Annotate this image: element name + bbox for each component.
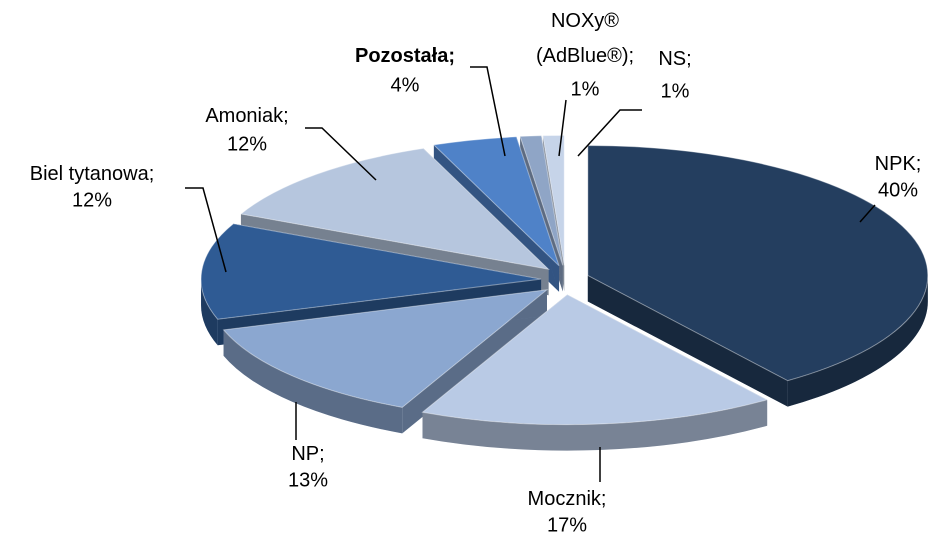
label-line: Mocznik; (528, 488, 607, 510)
slice-side (422, 399, 768, 451)
slice-shade (422, 399, 768, 451)
leader-line (185, 187, 227, 273)
slice (200, 223, 542, 320)
slice-group (587, 144, 929, 407)
label-line: Amoniak; (205, 105, 288, 127)
leader-line (305, 127, 377, 181)
value-label: 12% (227, 133, 267, 155)
label-line: Biel tytanowa; (30, 163, 155, 185)
value-label: 13% (288, 469, 328, 491)
label-line: NOXy® (551, 10, 619, 32)
slice-shade (402, 289, 547, 434)
value-label: 40% (878, 179, 918, 201)
value-label: 4% (391, 74, 420, 96)
category-label: NP; (291, 443, 324, 465)
slice (542, 134, 565, 266)
slice (421, 294, 769, 426)
label-line: NS; (658, 48, 691, 70)
slice-shade (201, 279, 218, 346)
category-label: NPK; (875, 153, 922, 175)
leader-line (470, 66, 506, 157)
slice-shade (587, 275, 788, 407)
slice (222, 288, 549, 408)
value-label: 1% (571, 78, 600, 100)
slice (587, 144, 929, 382)
slice-group (222, 288, 549, 434)
slice-side (787, 275, 928, 407)
category-label: NS; (658, 48, 691, 70)
slice-shade (787, 275, 928, 407)
slice (432, 136, 560, 267)
value-label: 17% (547, 514, 587, 536)
value-label: 12% (72, 189, 112, 211)
leader-line (859, 204, 876, 223)
slice-side (223, 329, 403, 434)
category-label: Biel tytanowa; (30, 163, 155, 185)
label-line: (AdBlue®); (536, 45, 634, 67)
category-label: Pozostała; (355, 45, 455, 67)
leader-line (577, 109, 642, 157)
label-line: NP; (291, 443, 324, 465)
category-label: NOXy® (AdBlue®); (536, 10, 634, 67)
slice (519, 135, 564, 266)
slice-side (402, 289, 547, 434)
slice-shade (223, 329, 403, 434)
slice (239, 147, 551, 271)
label-line: NPK; (875, 153, 922, 175)
slice-side (587, 275, 788, 407)
category-label: Amoniak; (205, 105, 288, 127)
slice-group (421, 294, 769, 451)
category-label: Mocznik; (528, 488, 607, 510)
value-label: 1% (661, 80, 690, 102)
slice-side (201, 279, 218, 346)
leader-line (558, 99, 567, 157)
label-line: Pozostała; (355, 45, 455, 67)
